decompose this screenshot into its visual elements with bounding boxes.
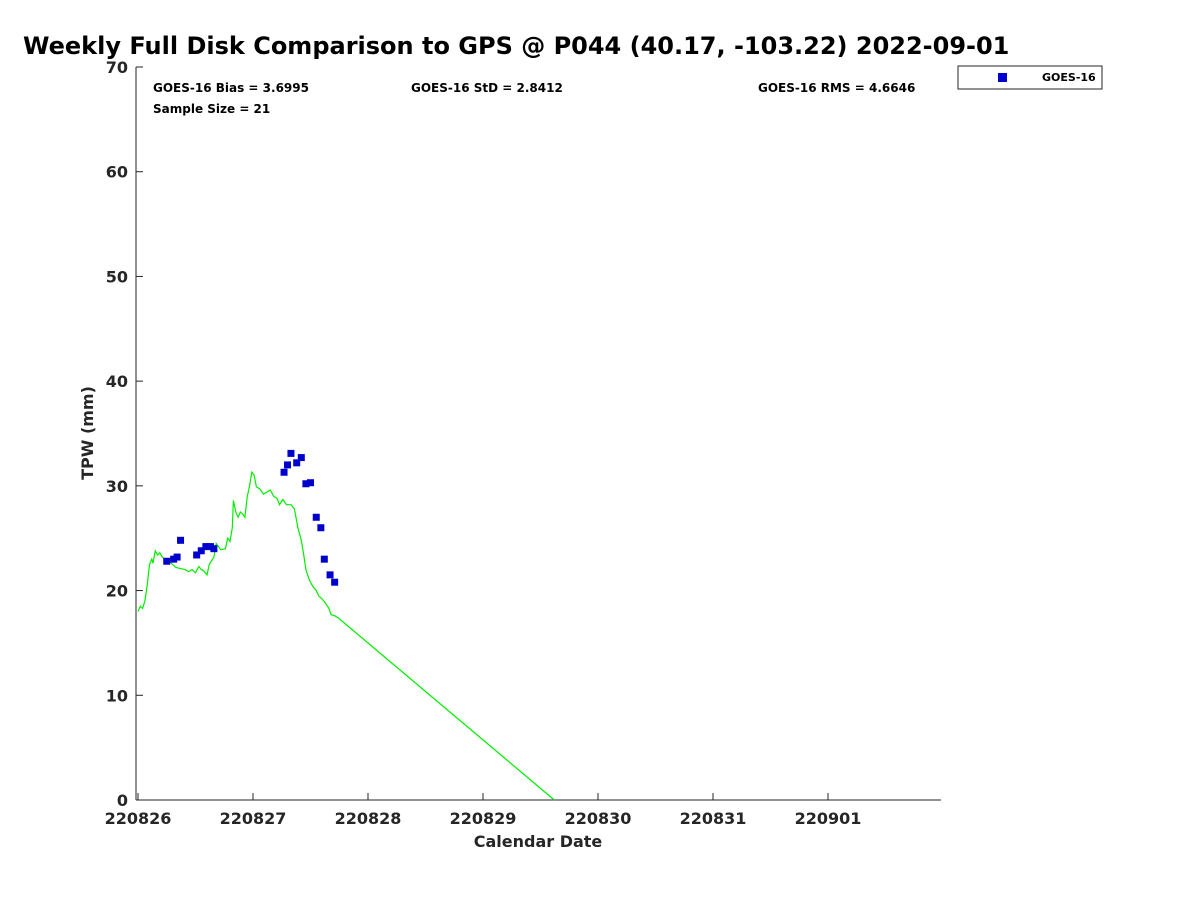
goes16-point (177, 536, 185, 544)
y-tick-label: 0 (117, 791, 128, 810)
goes16-point (312, 513, 320, 521)
chart-title: Weekly Full Disk Comparison to GPS @ P04… (23, 32, 1009, 60)
y-axis-label: TPW (mm) (78, 386, 97, 480)
goes16-series-markers (163, 449, 339, 586)
goes16-point (302, 480, 310, 488)
y-tick-label: 20 (106, 582, 128, 601)
goes16-point (326, 571, 334, 579)
y-tick-label: 70 (106, 58, 128, 77)
y-tick-label: 60 (106, 163, 128, 182)
x-tick-label: 220829 (450, 809, 517, 828)
legend-marker-goes16 (998, 73, 1007, 82)
legend-label-goes16: GOES-16 (1042, 71, 1096, 84)
gps-series-line (137, 470, 555, 801)
legend: GOES-16 (957, 65, 1103, 90)
x-tick-label: 220827 (220, 809, 287, 828)
goes16-point (173, 553, 181, 561)
y-tick-label: 30 (106, 477, 128, 496)
y-tick-label: 50 (106, 267, 128, 286)
goes16-point (210, 545, 218, 553)
goes16-point (163, 557, 171, 565)
y-tick-label: 10 (106, 686, 128, 705)
plot-area: 0 10 20 30 40 50 60 70 220826 220827 220828 220829 2… (105, 58, 941, 828)
goes16-point (284, 461, 291, 469)
x-tick-label: 220901 (795, 809, 862, 828)
stat-rms: GOES-16 RMS = 4.6646 (758, 81, 915, 95)
x-axis-label: Calendar Date (474, 832, 603, 851)
goes16-point (280, 468, 288, 476)
x-tick-label: 220830 (565, 809, 632, 828)
goes16-point (307, 479, 314, 487)
stat-sample-size: Sample Size = 21 (153, 102, 270, 116)
goes16-point (287, 449, 295, 457)
goes16-point (193, 551, 201, 559)
goes16-point (197, 547, 205, 555)
goes16-point (320, 555, 328, 563)
stat-std: GOES-16 StD = 2.8412 (411, 81, 563, 95)
stat-bias: GOES-16 Bias = 3.6995 (153, 81, 309, 95)
y-tick-label: 40 (106, 372, 128, 391)
x-tick-label: 220831 (680, 809, 747, 828)
goes16-point (202, 543, 210, 551)
goes16-point (317, 524, 325, 532)
goes16-point (331, 578, 339, 586)
x-tick-label: 220826 (105, 809, 172, 828)
goes16-point (297, 454, 305, 462)
legend-box (957, 65, 1103, 90)
x-tick-label: 220828 (335, 809, 402, 828)
goes16-point (293, 459, 301, 467)
axis-ticks: 0 10 20 30 40 50 60 70 220826 220827 220828 220829 2… (105, 58, 862, 828)
